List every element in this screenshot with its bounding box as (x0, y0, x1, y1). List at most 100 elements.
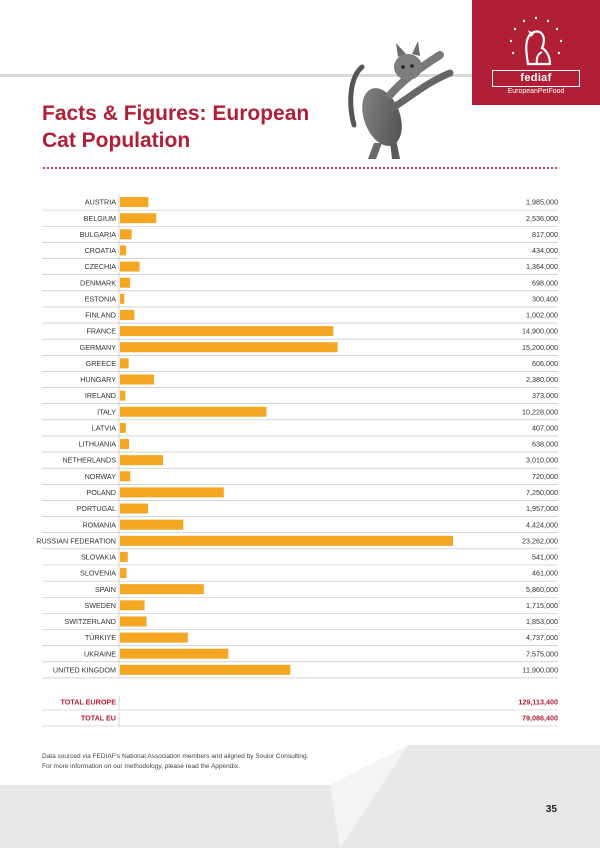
category-label: RUSSIAN FEDERATION (36, 536, 116, 545)
footnote-line-1: Data sourced via FEDIAF's National Assoc… (42, 753, 309, 760)
bar (120, 487, 224, 498)
value-label: 7,575,000 (526, 649, 558, 658)
header-rule (0, 74, 600, 77)
value-label: 23,262,000 (522, 536, 558, 545)
value-label: 300,400 (532, 294, 558, 303)
value-label: 373,000 (532, 391, 558, 400)
category-label: BELGIUM (84, 214, 116, 223)
bar (120, 551, 128, 562)
category-label: SWEDEN (84, 601, 116, 610)
value-label: 3,010,000 (526, 456, 558, 465)
bar (120, 229, 132, 240)
value-label: 606,000 (532, 359, 558, 368)
value-label: 1,715,000 (526, 601, 558, 610)
category-label: LATVIA (92, 423, 116, 432)
bar (120, 471, 131, 482)
category-label: GREECE (86, 359, 117, 368)
category-label: POLAND (86, 488, 116, 497)
value-label: 1,364,000 (526, 262, 558, 271)
bar (120, 326, 334, 337)
value-label: 10,228,000 (522, 407, 558, 416)
category-label: DENMARK (80, 278, 116, 287)
value-label: 2,536,000 (526, 214, 558, 223)
category-label: FINLAND (85, 311, 116, 320)
logo-wordmark: fediaf (492, 70, 580, 87)
total-value: 129,113,400 (518, 698, 558, 707)
bar (120, 197, 149, 208)
category-label: AUSTRIA (85, 198, 116, 207)
footnote-line-2: For more information on our methodology,… (42, 763, 240, 770)
value-label: 541,000 (532, 553, 558, 562)
value-label: 461,000 (532, 569, 558, 578)
bar (120, 309, 135, 320)
category-label: PORTUGAL (77, 504, 116, 513)
category-label: SLOVENIA (80, 569, 116, 578)
value-label: 7,250,000 (526, 488, 558, 497)
value-label: 14,900,000 (522, 327, 558, 336)
category-label: BULGARIA (80, 230, 117, 239)
bar (120, 358, 129, 369)
bar (120, 632, 188, 643)
category-label: NETHERLANDS (62, 456, 116, 465)
category-label: SWITZERLAND (64, 617, 116, 626)
value-label: 638,000 (532, 440, 558, 449)
value-label: 2,380,000 (526, 375, 558, 384)
value-label: 1,985,000 (526, 198, 558, 207)
bar (120, 600, 145, 611)
value-label: 817,000 (532, 230, 558, 239)
bar (120, 568, 127, 579)
category-label: SLOVAKIA (81, 553, 116, 562)
dog-cat-stars-logo-icon (509, 16, 563, 66)
category-label: GERMANY (80, 343, 117, 352)
category-label: ESTONIA (85, 294, 117, 303)
total-value: 79,086,400 (522, 714, 558, 723)
category-label: UKRAINE (84, 649, 116, 658)
value-label: 4,737,000 (526, 633, 558, 642)
value-label: 11,900,000 (523, 665, 558, 674)
value-label: 720,000 (532, 472, 558, 481)
dotted-divider (42, 167, 558, 169)
total-label: TOTAL EUROPE (60, 698, 116, 707)
bar (120, 664, 291, 675)
category-label: TÜRKIYE (85, 633, 116, 642)
total-label: TOTAL EU (81, 714, 116, 723)
category-label: ROMANIA (82, 520, 116, 529)
category-label: ITALY (97, 407, 116, 416)
page-title: Facts & Figures: European Cat Population (42, 102, 310, 152)
bar (120, 277, 130, 288)
bar (120, 439, 130, 450)
bar (120, 535, 453, 546)
category-label: IRELAND (85, 391, 116, 400)
category-label: CROATIA (85, 246, 117, 255)
bar (120, 584, 204, 595)
category-label: LITHUANIA (78, 440, 116, 449)
bar (120, 213, 157, 224)
bar (120, 374, 155, 385)
bar (120, 390, 126, 401)
value-label: 1,957,000 (526, 504, 558, 513)
bar (120, 245, 127, 256)
bar (120, 648, 229, 659)
category-label: FRANCE (86, 327, 116, 336)
value-label: 4,424,000 (526, 520, 558, 529)
value-label: 698,000 (532, 278, 558, 287)
value-label: 407,000 (532, 423, 558, 432)
bar (120, 261, 140, 272)
source-footnote: Data sourced via FEDIAF's National Assoc… (42, 752, 308, 772)
value-label: 434,000 (532, 246, 558, 255)
category-label: HUNGARY (80, 375, 116, 384)
value-label: 1,002,000 (526, 311, 558, 320)
bar (120, 422, 126, 433)
bar (120, 293, 125, 304)
value-label: 1,853,000 (526, 617, 558, 626)
bar (120, 519, 184, 530)
playing-cat-icon (348, 41, 454, 159)
value-label: 15,200,000 (522, 343, 558, 352)
bar (120, 503, 149, 514)
category-label: CZECHIA (84, 262, 116, 271)
logo-tagline: EuropeanPetFood (507, 88, 565, 95)
fediaf-logo: fediaf EuropeanPetFood (472, 0, 600, 105)
value-label: 5,860,000 (526, 585, 558, 594)
category-label: NORWAY (85, 472, 117, 481)
